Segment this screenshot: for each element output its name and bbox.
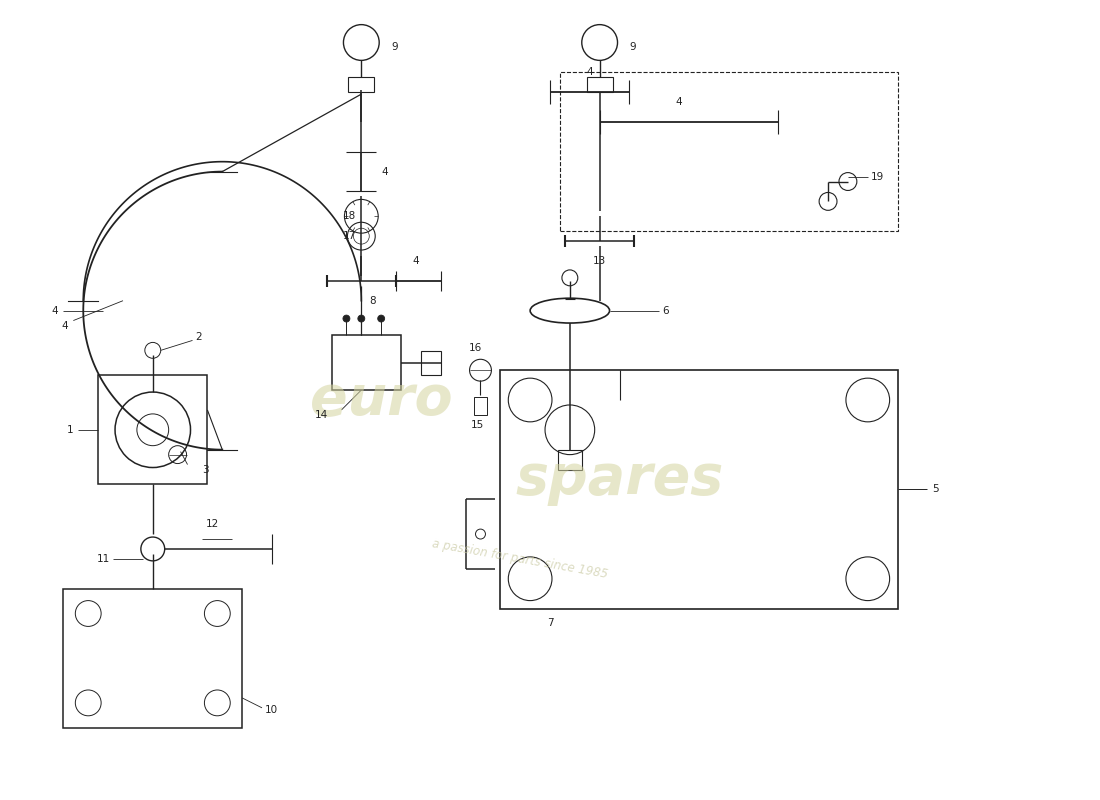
Circle shape — [343, 315, 350, 322]
Text: euro: euro — [310, 373, 452, 427]
Circle shape — [377, 315, 385, 322]
Text: 13: 13 — [593, 256, 606, 266]
Text: 9: 9 — [392, 42, 398, 53]
Text: 15: 15 — [471, 420, 484, 430]
Text: 4: 4 — [382, 166, 388, 177]
Circle shape — [358, 315, 365, 322]
Bar — [98, 375, 208, 485]
Text: 4: 4 — [586, 67, 593, 78]
Text: spares: spares — [516, 453, 724, 506]
Bar — [558, 450, 582, 470]
Text: 2: 2 — [196, 333, 202, 342]
Bar — [586, 78, 613, 92]
Text: 16: 16 — [469, 343, 482, 354]
Bar — [500, 370, 898, 609]
Text: 10: 10 — [265, 705, 278, 715]
Bar — [560, 72, 898, 231]
Text: 18: 18 — [343, 211, 356, 222]
Text: 1: 1 — [67, 425, 74, 434]
Bar — [64, 589, 242, 728]
Text: 7: 7 — [547, 618, 553, 629]
Bar — [331, 335, 402, 390]
Text: 11: 11 — [97, 554, 110, 564]
Text: 3: 3 — [202, 465, 209, 474]
Text: 4: 4 — [52, 306, 58, 316]
Bar — [473, 397, 487, 415]
Text: 4: 4 — [62, 321, 68, 330]
Text: 4: 4 — [412, 256, 419, 266]
Text: 19: 19 — [871, 171, 884, 182]
Text: 6: 6 — [662, 306, 669, 316]
Text: 4: 4 — [675, 97, 682, 107]
Bar — [421, 351, 441, 374]
Text: 17: 17 — [343, 231, 356, 241]
Text: 9: 9 — [629, 42, 636, 53]
Text: 14: 14 — [315, 410, 328, 420]
Text: 5: 5 — [933, 484, 939, 494]
Text: 12: 12 — [206, 519, 219, 529]
Text: a passion for parts since 1985: a passion for parts since 1985 — [431, 537, 609, 581]
Bar — [349, 78, 374, 92]
Text: 8: 8 — [370, 296, 376, 306]
